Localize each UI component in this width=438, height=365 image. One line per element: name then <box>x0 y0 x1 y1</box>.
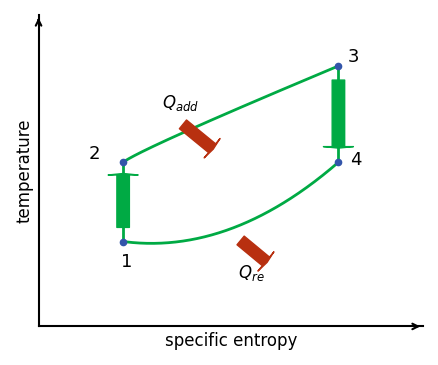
X-axis label: specific entropy: specific entropy <box>165 332 297 350</box>
Text: 4: 4 <box>350 151 361 169</box>
Text: Q$_{\mathregular{re}}$: Q$_{\mathregular{re}}$ <box>238 263 265 283</box>
Y-axis label: temperature: temperature <box>15 119 33 223</box>
Text: Q$_{\mathregular{add}}$: Q$_{\mathregular{add}}$ <box>162 93 199 114</box>
Text: 2: 2 <box>88 145 100 164</box>
Text: 1: 1 <box>121 253 133 271</box>
Text: 3: 3 <box>348 48 360 66</box>
